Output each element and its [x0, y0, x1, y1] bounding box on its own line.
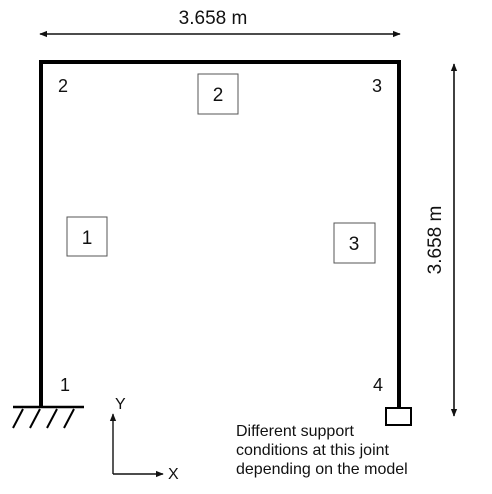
height-dimension: 3.658 m — [425, 63, 458, 417]
member-3-box — [333, 222, 376, 264]
support-note-line-2: conditions at this joint — [236, 442, 390, 459]
fixed-support-hatch — [12, 408, 24, 429]
width-dimension: 3.658 m — [39, 8, 401, 38]
y-axis-label: Y — [115, 396, 126, 413]
support-note-line-1: Different support — [236, 423, 355, 440]
member-2-tag: 2 — [197, 73, 239, 115]
member-2-label: 2 — [213, 85, 224, 106]
support-note: Different support conditions at this joi… — [236, 423, 408, 478]
fixed-support-hatch — [63, 408, 75, 429]
member-3-label: 3 — [349, 234, 360, 255]
fixed-support-hatch — [29, 408, 41, 429]
support-note-line-3: depending on the model — [236, 461, 408, 478]
joint-4-label: 4 — [373, 375, 383, 395]
fixed-support — [12, 405, 84, 429]
coordinate-axes: Y X — [109, 396, 179, 483]
frame — [39, 60, 401, 407]
fixed-support-hatch — [46, 408, 58, 429]
joint-1-label: 1 — [60, 375, 70, 395]
variable-support-box — [385, 407, 412, 426]
member-1-box — [66, 216, 108, 257]
joint-2-label: 2 — [58, 76, 68, 96]
height-dimension-label: 3.658 m — [425, 206, 446, 275]
joint-3-label: 3 — [372, 76, 382, 96]
member-3-tag: 3 — [333, 222, 376, 264]
width-dimension-label: 3.658 m — [179, 8, 248, 29]
member-2-box — [197, 73, 239, 115]
x-axis-label: X — [168, 466, 179, 483]
member-1-tag: 1 — [66, 216, 108, 257]
member-1-label: 1 — [82, 228, 93, 249]
